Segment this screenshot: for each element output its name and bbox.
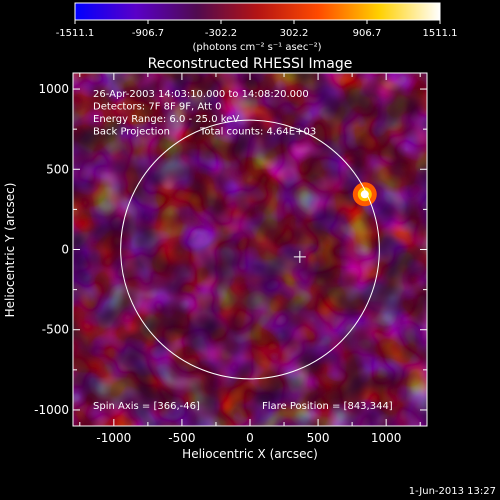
x-tick-label: 1000	[371, 431, 402, 445]
flare-position-label: Flare Position = [843,344]	[262, 401, 393, 412]
annotation-line: Detectors: 7F 8F 9F, Att 0	[93, 102, 221, 113]
x-axis-label: Heliocentric X (arcsec)	[182, 447, 318, 461]
axis-ticks	[73, 73, 427, 426]
bright-source	[352, 182, 377, 207]
timestamp: 1-Jun-2013 13:27	[409, 486, 496, 497]
x-tick-label: -500	[168, 431, 195, 445]
y-tick-label: 0	[61, 243, 69, 257]
y-tick-labels: -1000 -500 0 500 1000	[34, 82, 69, 417]
bright-source-core	[360, 190, 369, 199]
colorbar-ticks: -1511.1 -906.7 -302.2 302.2 906.7 1511.1	[56, 20, 458, 39]
y-tick-label: 1000	[38, 82, 69, 96]
colorbar-unit: (photons cm⁻² s⁻¹ asec⁻²)	[192, 42, 321, 53]
annotation-line: Energy Range: 6.0 - 25.0 keV	[93, 114, 239, 125]
colorbar-tick-label: 1511.1	[423, 28, 458, 39]
y-tick-label: -1000	[34, 403, 69, 417]
center-cross	[293, 250, 306, 263]
x-tick-label: 0	[246, 431, 254, 445]
x-tick-label: -1000	[96, 431, 131, 445]
colorbar-tick-label: 906.7	[353, 28, 382, 39]
annotation-counts: Total counts: 4.64E+03	[199, 127, 316, 138]
y-tick-label: 500	[46, 162, 69, 176]
colorbar-tick-label: -906.7	[132, 28, 164, 39]
y-axis-label: Heliocentric Y (arcsec)	[3, 183, 17, 318]
rhessi-image	[73, 73, 427, 426]
spin-axis-label: Spin Axis = [366,-46]	[93, 401, 200, 412]
solar-disk	[120, 119, 380, 380]
annotations: 26-Apr-2003 14:03:10.000 to 14:08:20.000…	[93, 89, 316, 138]
colorbar-tick-label: -302.2	[205, 28, 237, 39]
annotation-method: Back Projection	[93, 127, 170, 138]
x-tick-labels: -1000 -500 0 500 1000	[96, 431, 401, 445]
chart-title: Reconstructed RHESSI Image	[148, 56, 353, 72]
colorbar	[74, 2, 441, 21]
x-tick-label: 500	[307, 431, 330, 445]
colorbar-tick-label: 302.2	[280, 28, 309, 39]
y-tick-label: -500	[42, 323, 69, 337]
annotation-line: 26-Apr-2003 14:03:10.000 to 14:08:20.000	[93, 89, 309, 100]
colorbar-tick-label: -1511.1	[56, 28, 95, 39]
